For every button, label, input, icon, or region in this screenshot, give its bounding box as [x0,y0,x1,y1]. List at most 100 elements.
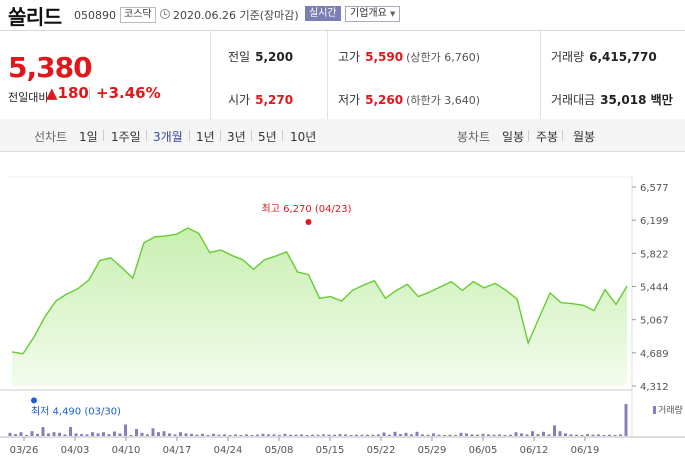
y-tick-label: 5,822 [640,249,669,260]
volume-bar [503,435,507,436]
realtime-button[interactable]: 실시간 [305,6,341,21]
tab-10y[interactable]: 10년 [290,130,317,144]
volume-bar [234,434,237,436]
divider [327,31,328,119]
divider [282,130,283,141]
volume-bar [140,432,144,436]
max-marker [305,218,312,225]
volume-bar [525,434,529,436]
tab-3m[interactable]: 3개월 [153,130,183,144]
volume-bar [129,435,133,436]
volume-bar [36,433,39,436]
min-marker [30,397,37,404]
volume-bar [437,434,441,436]
volume-bar [8,432,12,436]
divider [189,130,190,141]
volume-bar [481,433,485,436]
volume-bar [553,425,556,436]
volume-bar [470,434,474,436]
volume-bar [85,434,89,436]
volume-bar [245,434,248,436]
price-chart-svg: 6,577 6,199 5,822 5,444 5,067 4,689 4,312 최고 6,… [0,176,685,456]
volume-bar [250,435,254,436]
volume-bar [327,434,331,436]
volume-bar [448,434,452,436]
tab-monthly-candle[interactable]: 월봉 [573,130,596,144]
volume-bar [492,434,496,436]
upper-limit: (상한가 6,760) [406,51,480,64]
volume-bar [107,434,111,436]
change-value: ▲180 [46,84,89,102]
volume-bar [338,434,342,436]
volume-bar [624,404,628,436]
as-of-date: 2020.06.26 기준(장마감) [173,9,299,22]
x-tick-label: 03/26 [10,445,39,456]
volume-bar [443,435,446,436]
volume-legend-swatch [653,406,656,414]
volume-bar [355,434,358,436]
volume-bar [349,435,353,436]
low-label: 저가 [338,93,361,107]
y-tick-label: 4,689 [640,349,669,360]
volume-bar [294,434,298,436]
volume-bar [415,431,419,436]
volume-bar [14,434,17,436]
volume-bar [613,435,617,436]
tab-daily-candle[interactable]: 일봉 [502,130,525,144]
max-label: 최고 6,270 (04/23) [262,203,352,215]
clock-icon [160,9,170,19]
volume-bar [74,433,78,436]
volume-bar [113,431,116,436]
x-tick-label: 05/08 [265,445,294,456]
volume-bar [311,434,314,436]
divider [103,130,104,141]
volume-bar [597,434,600,436]
volume-bar [58,432,61,436]
divider [89,87,90,101]
volume-bar [591,434,595,436]
volume-bar [547,434,551,436]
divider [146,130,147,141]
x-tick-label: 04/24 [214,445,243,456]
volume-bar [256,434,259,436]
volume-bar [212,433,215,436]
tab-1w[interactable]: 1주일 [111,130,141,144]
volume-bar [47,433,50,436]
divider [210,31,211,119]
volume-bar [487,434,490,436]
volume-bar [96,433,100,436]
x-tick-label: 04/03 [61,445,90,456]
prev-close-value: 5,200 [255,50,294,64]
open-price: 시가 5,270 [228,91,293,108]
volume-bar [118,433,122,436]
tab-1y[interactable]: 1년 [196,130,215,144]
tab-1d[interactable]: 1일 [79,130,98,144]
tab-5y[interactable]: 5년 [258,130,277,144]
current-price: 5,380 [8,51,93,84]
volume-bar [514,432,518,436]
volume-bar [228,435,232,436]
prev-close-label: 전일 [228,50,251,64]
divider [251,130,252,141]
company-overview-label: 기업개요 [350,8,387,19]
volume-bar [393,431,397,436]
trading-amount: 거래대금 35,018 백만 [551,91,673,108]
high-price: 고가 5,590 (상한가 6,760) [338,48,480,65]
volume-bar [459,432,463,436]
low-price: 저가 5,260 (하한가 3,640) [338,91,480,108]
volume-bar [267,434,270,436]
volume-legend: 거래량 [658,404,683,416]
volume-bar [168,433,171,436]
volume-bar [102,432,105,436]
x-tick-label: 06/12 [520,445,549,456]
volume-bar [377,434,380,436]
y-tick-label: 5,444 [640,283,669,294]
volume-bar [190,433,193,436]
tab-weekly-candle[interactable]: 주봉 [536,130,559,144]
company-overview-dropdown[interactable]: 기업개요 ▼ [345,6,401,22]
volume-bar [608,434,611,436]
volume-bar [69,427,72,436]
volume-bar [465,433,468,436]
y-tick-label: 4,312 [640,382,669,393]
tab-3y[interactable]: 3년 [227,130,246,144]
